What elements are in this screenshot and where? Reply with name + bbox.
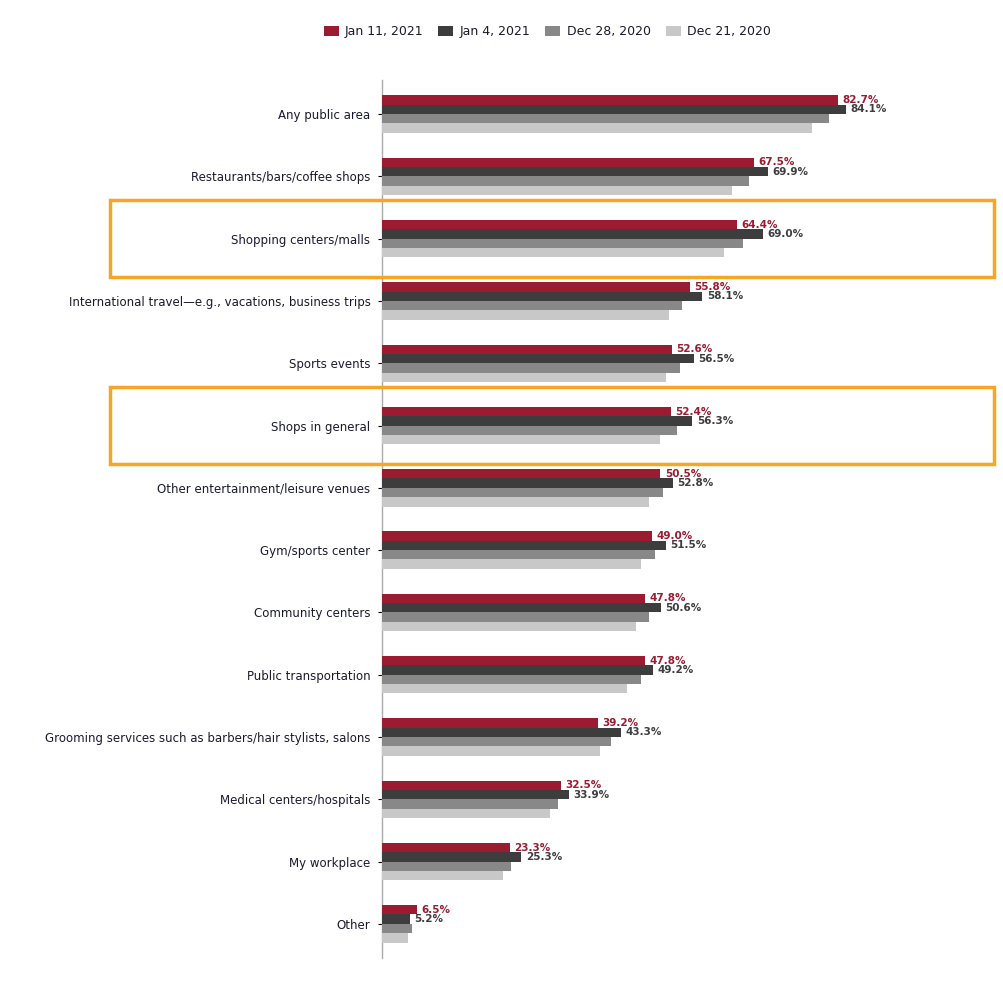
Text: 49.0%: 49.0%	[656, 531, 692, 541]
Bar	[381, 291, 702, 301]
Bar	[381, 808, 550, 818]
Text: 32.5%: 32.5%	[565, 780, 601, 790]
Bar	[381, 167, 766, 177]
Bar	[381, 416, 692, 425]
Bar	[381, 603, 660, 613]
Text: 23.3%: 23.3%	[515, 842, 551, 852]
Bar	[381, 728, 620, 737]
Bar	[381, 541, 665, 550]
Bar	[381, 861, 511, 871]
Text: 56.3%: 56.3%	[696, 416, 732, 426]
Bar	[381, 282, 689, 291]
Text: 52.4%: 52.4%	[675, 406, 711, 416]
Text: 50.6%: 50.6%	[665, 603, 701, 613]
Bar	[381, 914, 410, 924]
Text: 6.5%: 6.5%	[421, 905, 450, 915]
Bar	[381, 344, 671, 354]
Bar	[381, 843, 510, 852]
Bar	[381, 469, 660, 478]
Text: 84.1%: 84.1%	[850, 105, 886, 115]
Bar	[381, 239, 742, 249]
Bar	[381, 186, 731, 195]
Text: 25.3%: 25.3%	[526, 852, 562, 862]
Bar	[381, 622, 635, 631]
Bar	[381, 780, 561, 789]
Bar	[381, 158, 753, 167]
Bar	[381, 560, 641, 569]
Bar	[381, 656, 645, 666]
Bar	[381, 799, 558, 808]
Text: 49.2%: 49.2%	[657, 665, 693, 675]
Text: 55.8%: 55.8%	[693, 282, 729, 292]
Bar	[381, 924, 411, 933]
Text: 69.9%: 69.9%	[771, 167, 807, 177]
Bar	[381, 372, 665, 382]
Bar	[381, 435, 660, 444]
Bar	[381, 488, 663, 497]
Bar	[381, 719, 598, 728]
Text: 82.7%: 82.7%	[842, 95, 878, 105]
Text: 47.8%: 47.8%	[649, 656, 686, 666]
Bar	[381, 354, 693, 363]
Text: 52.8%: 52.8%	[677, 478, 713, 488]
Text: 58.1%: 58.1%	[706, 291, 742, 301]
Text: 43.3%: 43.3%	[625, 728, 661, 738]
Bar	[381, 425, 676, 435]
Bar	[381, 310, 668, 319]
Text: 50.5%: 50.5%	[664, 469, 700, 479]
Bar	[381, 531, 652, 541]
Bar	[381, 550, 654, 560]
Bar	[381, 124, 811, 133]
Bar	[381, 666, 653, 675]
Bar	[381, 737, 610, 747]
Bar	[381, 230, 762, 239]
Bar	[381, 105, 846, 114]
Bar	[381, 249, 723, 257]
Text: 52.6%: 52.6%	[676, 344, 712, 354]
Bar	[381, 933, 407, 942]
Text: 69.0%: 69.0%	[766, 229, 802, 239]
Bar	[381, 675, 641, 684]
Bar	[381, 747, 599, 755]
Bar	[381, 407, 670, 416]
Bar	[381, 613, 649, 622]
Bar	[381, 363, 679, 372]
Text: 51.5%: 51.5%	[670, 541, 706, 551]
Text: 5.2%: 5.2%	[414, 914, 443, 924]
Bar	[381, 789, 568, 799]
Text: 56.5%: 56.5%	[697, 353, 733, 363]
Bar	[381, 594, 645, 603]
Bar	[381, 905, 417, 914]
Bar	[381, 177, 748, 186]
Bar	[381, 114, 828, 124]
Bar	[381, 301, 682, 310]
Bar	[381, 684, 627, 694]
Text: 64.4%: 64.4%	[741, 220, 777, 230]
Text: 33.9%: 33.9%	[573, 789, 609, 799]
Legend: Jan 11, 2021, Jan 4, 2021, Dec 28, 2020, Dec 21, 2020: Jan 11, 2021, Jan 4, 2021, Dec 28, 2020,…	[318, 20, 775, 43]
Bar	[381, 478, 672, 488]
Text: 67.5%: 67.5%	[758, 158, 794, 168]
Bar	[381, 220, 736, 230]
Bar	[381, 852, 521, 861]
Text: 39.2%: 39.2%	[602, 718, 638, 728]
Bar	[381, 497, 649, 507]
Bar	[381, 871, 503, 880]
Text: 47.8%: 47.8%	[649, 594, 686, 604]
Bar	[381, 96, 838, 105]
